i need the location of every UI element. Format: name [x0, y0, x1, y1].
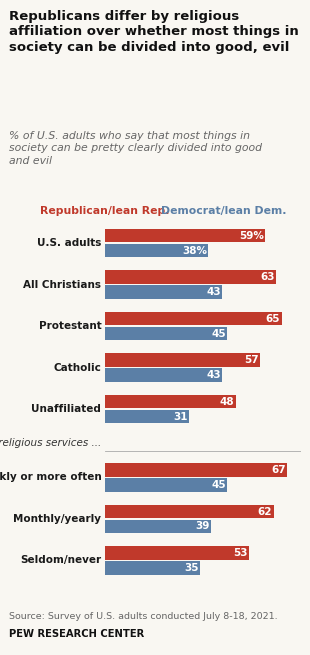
Text: Democrat/lean Dem.: Democrat/lean Dem. [161, 206, 287, 216]
Bar [105, 354, 260, 367]
Bar [105, 271, 276, 284]
Text: Source: Survey of U.S. adults conducted July 8-18, 2021.: Source: Survey of U.S. adults conducted … [9, 612, 278, 622]
Text: Republican/lean Rep.: Republican/lean Rep. [40, 206, 170, 216]
Bar [105, 286, 222, 299]
Text: 62: 62 [258, 506, 272, 517]
Text: 59%: 59% [239, 231, 264, 240]
Bar [105, 561, 200, 574]
Bar [105, 244, 208, 257]
Text: 65: 65 [266, 314, 280, 324]
Bar [105, 505, 273, 518]
Text: PEW RESEARCH CENTER: PEW RESEARCH CENTER [9, 629, 144, 639]
Text: % of U.S. adults who say that most things in
society can be pretty clearly divid: % of U.S. adults who say that most thing… [9, 131, 262, 166]
Text: Protestant: Protestant [38, 321, 101, 331]
Bar [105, 312, 282, 326]
Text: 43: 43 [206, 287, 221, 297]
Text: 57: 57 [244, 355, 259, 365]
Text: All Christians: All Christians [23, 280, 101, 290]
Text: 45: 45 [211, 480, 226, 490]
Text: 35: 35 [184, 563, 199, 573]
Text: 43: 43 [206, 370, 221, 380]
Text: 39: 39 [196, 521, 210, 531]
Bar [105, 410, 189, 423]
Text: 38%: 38% [182, 246, 207, 255]
Text: Attend religious services ...: Attend religious services ... [0, 438, 101, 448]
Text: U.S. adults: U.S. adults [37, 238, 101, 248]
Bar [105, 520, 211, 533]
Text: Catholic: Catholic [53, 363, 101, 373]
Bar [105, 368, 222, 382]
Text: Seldom/never: Seldom/never [20, 555, 101, 565]
Text: Republicans differ by religious
affiliation over whether most things in
society : Republicans differ by religious affiliat… [9, 10, 299, 54]
Bar [105, 395, 236, 408]
Text: 67: 67 [271, 465, 286, 475]
Bar [105, 463, 287, 477]
Text: 53: 53 [233, 548, 248, 558]
Text: 31: 31 [174, 411, 188, 422]
Text: 63: 63 [260, 272, 275, 282]
Bar [105, 478, 228, 492]
Text: Weekly or more often: Weekly or more often [0, 472, 101, 483]
Text: Unaffiliated: Unaffiliated [31, 404, 101, 414]
Bar [105, 229, 265, 242]
Bar [105, 546, 249, 559]
Text: 45: 45 [211, 329, 226, 339]
Text: Monthly/yearly: Monthly/yearly [13, 514, 101, 524]
Text: 48: 48 [219, 396, 234, 407]
Bar [105, 327, 228, 340]
